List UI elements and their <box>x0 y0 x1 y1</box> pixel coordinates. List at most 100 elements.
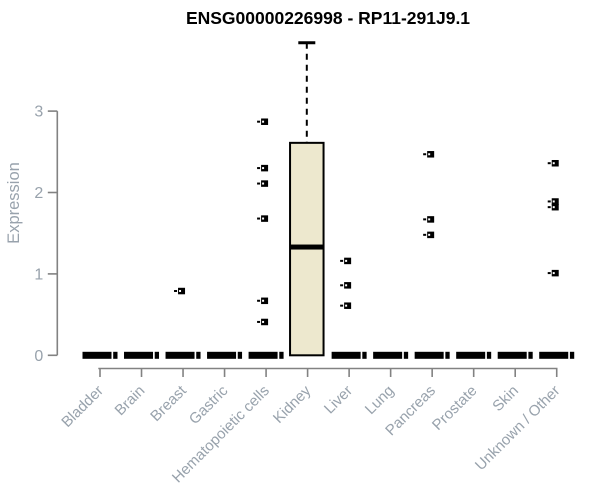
x-category-label: Breast <box>147 382 190 425</box>
point-dash <box>257 217 261 220</box>
x-category-label: Brain <box>112 382 149 419</box>
zero-bar-nub <box>279 351 284 359</box>
point-dash <box>257 167 261 170</box>
x-category-label: Kidney <box>270 382 315 427</box>
y-tick-label: 2 <box>34 185 43 202</box>
outlier-point <box>423 231 435 239</box>
zero-bar <box>248 351 278 359</box>
outlier-point <box>340 282 352 289</box>
zero-bar-nub <box>528 351 533 359</box>
point-square <box>261 118 269 125</box>
point-dash <box>423 218 427 221</box>
point-dash <box>257 182 261 185</box>
point-dash <box>547 200 551 203</box>
point-dash <box>257 320 261 323</box>
outlier-point <box>340 257 352 265</box>
zero-box-brain <box>124 351 160 359</box>
point-square <box>261 297 269 305</box>
point-dash <box>174 289 178 292</box>
outlier-point <box>423 216 435 223</box>
point-dash <box>547 272 551 275</box>
zero-bar-nub <box>403 351 409 359</box>
zero-bar-nub <box>486 351 492 359</box>
median-line-kidney <box>290 244 324 250</box>
zero-box-hematopoietic-cells <box>248 351 284 359</box>
outlier-point <box>547 159 559 167</box>
x-category-label: Prostate <box>429 382 481 434</box>
point-square <box>551 203 559 211</box>
zero-box-liver <box>331 351 367 359</box>
point-dash <box>340 304 344 307</box>
point-square <box>551 269 559 277</box>
outlier-point <box>547 198 559 205</box>
zero-box-prostate <box>456 351 492 359</box>
outlier-point <box>257 180 269 187</box>
zero-box-unknown-other <box>539 351 575 359</box>
zero-box-lung <box>373 351 409 359</box>
point-slit <box>345 304 348 307</box>
zero-bar-nub <box>569 351 575 359</box>
point-square <box>261 215 269 222</box>
point-dash <box>547 206 551 209</box>
point-slit <box>552 200 555 203</box>
point-slit <box>428 153 431 156</box>
zero-bar <box>414 351 444 359</box>
zero-box-skin <box>497 351 533 359</box>
zero-bar-nub <box>113 351 118 359</box>
x-category-label: Lung <box>362 382 398 418</box>
x-category-label: Liver <box>321 382 356 417</box>
point-dash <box>340 259 344 262</box>
point-slit <box>345 259 348 262</box>
zero-bar-nub <box>196 351 201 359</box>
point-square <box>344 257 352 265</box>
chart-title: ENSG00000226998 - RP11-291J9.1 <box>186 8 470 28</box>
point-square <box>427 216 435 223</box>
boxplot-marks <box>82 41 575 359</box>
x-category-label: Skin <box>489 382 522 415</box>
y-tick-label: 3 <box>34 104 43 121</box>
point-dash <box>340 284 344 287</box>
zero-bar <box>124 351 154 359</box>
point-square <box>344 282 352 289</box>
x-category-label: Bladder <box>58 382 107 431</box>
point-slit <box>345 284 348 287</box>
zero-bar-nub <box>362 351 367 359</box>
point-dash <box>257 120 261 123</box>
zero-box-breast <box>165 351 201 359</box>
point-slit <box>552 206 555 209</box>
point-square <box>427 231 435 239</box>
zero-box-gastric <box>207 351 243 359</box>
outlier-point <box>257 164 269 172</box>
outlier-point <box>174 287 186 295</box>
point-dash <box>423 233 427 236</box>
zero-bar <box>456 351 486 359</box>
outlier-point <box>257 118 269 125</box>
zero-bar-nub <box>445 351 450 359</box>
point-square <box>178 287 186 295</box>
point-slit <box>262 167 265 170</box>
y-axis-label: Expression <box>5 162 23 244</box>
zero-bar <box>165 351 195 359</box>
point-slit <box>179 289 182 292</box>
y-tick-label: 1 <box>34 266 43 283</box>
point-dash <box>547 162 551 165</box>
zero-bar-nub <box>237 351 243 359</box>
point-slit <box>428 218 431 221</box>
outlier-point <box>547 203 559 211</box>
point-dash <box>423 153 427 156</box>
point-square <box>261 318 269 326</box>
zero-bar-nub <box>154 351 160 359</box>
point-slit <box>262 217 265 220</box>
y-tick-label: 0 <box>34 348 43 365</box>
zero-bar <box>539 351 569 359</box>
outlier-point <box>340 302 352 309</box>
outlier-point <box>547 269 559 277</box>
zero-bar <box>207 351 237 359</box>
zero-bar <box>373 351 403 359</box>
outlier-point <box>423 151 435 158</box>
point-slit <box>552 272 555 275</box>
point-square <box>261 180 269 187</box>
point-dash <box>257 299 261 302</box>
